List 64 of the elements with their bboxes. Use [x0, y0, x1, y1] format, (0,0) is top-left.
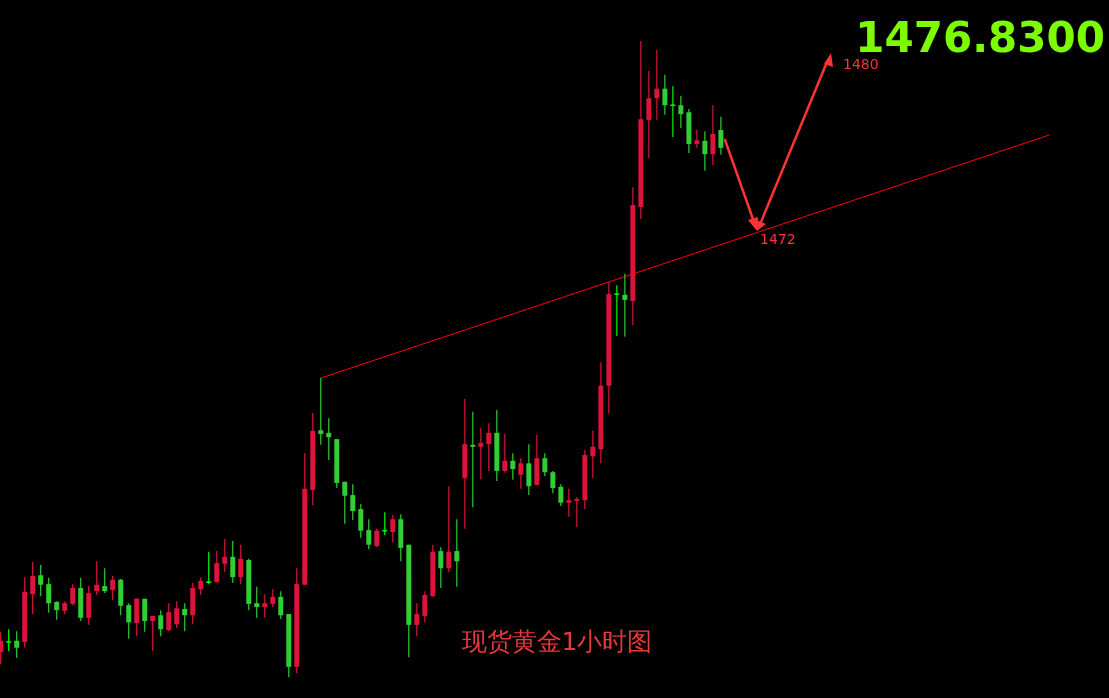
candlestick: [150, 615, 156, 652]
candlestick: [70, 583, 76, 606]
candlestick: [446, 485, 452, 573]
candlestick: [438, 546, 444, 589]
candlestick: [278, 590, 284, 620]
candlestick: [166, 602, 172, 632]
candlestick: [142, 598, 148, 633]
candlestick: [342, 481, 348, 525]
candlestick: [670, 85, 676, 138]
candlestick: [358, 503, 364, 539]
candlestick: [38, 564, 44, 597]
candlestick: [238, 544, 244, 585]
candlestick: [214, 550, 220, 583]
candlestick: [126, 602, 132, 640]
candlestick: [718, 116, 724, 156]
candlestick: [590, 430, 596, 479]
candlestick: [470, 411, 476, 508]
candlestick: [350, 483, 356, 521]
candlestick: [662, 74, 668, 116]
candlestick: [478, 427, 484, 480]
candlestick: [566, 488, 572, 518]
candlestick: [110, 575, 116, 601]
candlestick: [502, 433, 508, 474]
candlestick: [654, 49, 660, 121]
candlestick: [182, 602, 188, 632]
candlestick: [422, 590, 428, 623]
candlestick: [46, 577, 52, 614]
candlestick: [710, 104, 716, 166]
candlestick: [174, 600, 180, 629]
candlestick: [102, 567, 108, 594]
candlestick: [510, 452, 516, 481]
candlestick: [222, 538, 228, 573]
candlestick: [702, 130, 708, 172]
candlestick: [694, 129, 700, 149]
candlestick: [14, 630, 20, 659]
candlestick: [318, 377, 324, 446]
candlestick: [622, 273, 628, 338]
text: 现货黄金1小时图: [461, 626, 653, 656]
candlestick: [390, 514, 396, 543]
candlestick: [414, 602, 420, 637]
candlestick: [518, 457, 524, 490]
candlestick: [54, 600, 60, 621]
candlestick: [158, 609, 164, 637]
candlestick: [230, 540, 236, 584]
candlestick: [542, 452, 548, 477]
candlestick: [366, 518, 372, 550]
candlestick: [262, 593, 268, 619]
candlestick: [574, 496, 580, 528]
candlestick: [6, 628, 12, 652]
candlestick: [678, 95, 684, 129]
candlestick: [558, 483, 564, 507]
candlestick: [206, 551, 212, 585]
candlestick: [486, 422, 492, 472]
candlestick: [30, 561, 36, 615]
candlestick: [254, 586, 260, 619]
candlestick: [94, 560, 100, 596]
candlestick: [614, 284, 620, 337]
candlestick: [526, 443, 532, 496]
candlestick: [646, 70, 652, 159]
candlestick: [374, 528, 380, 548]
candlestick: [326, 417, 332, 461]
candlestick: [550, 470, 556, 494]
candlestick: [454, 518, 460, 588]
annotation: 1472: [760, 230, 796, 247]
